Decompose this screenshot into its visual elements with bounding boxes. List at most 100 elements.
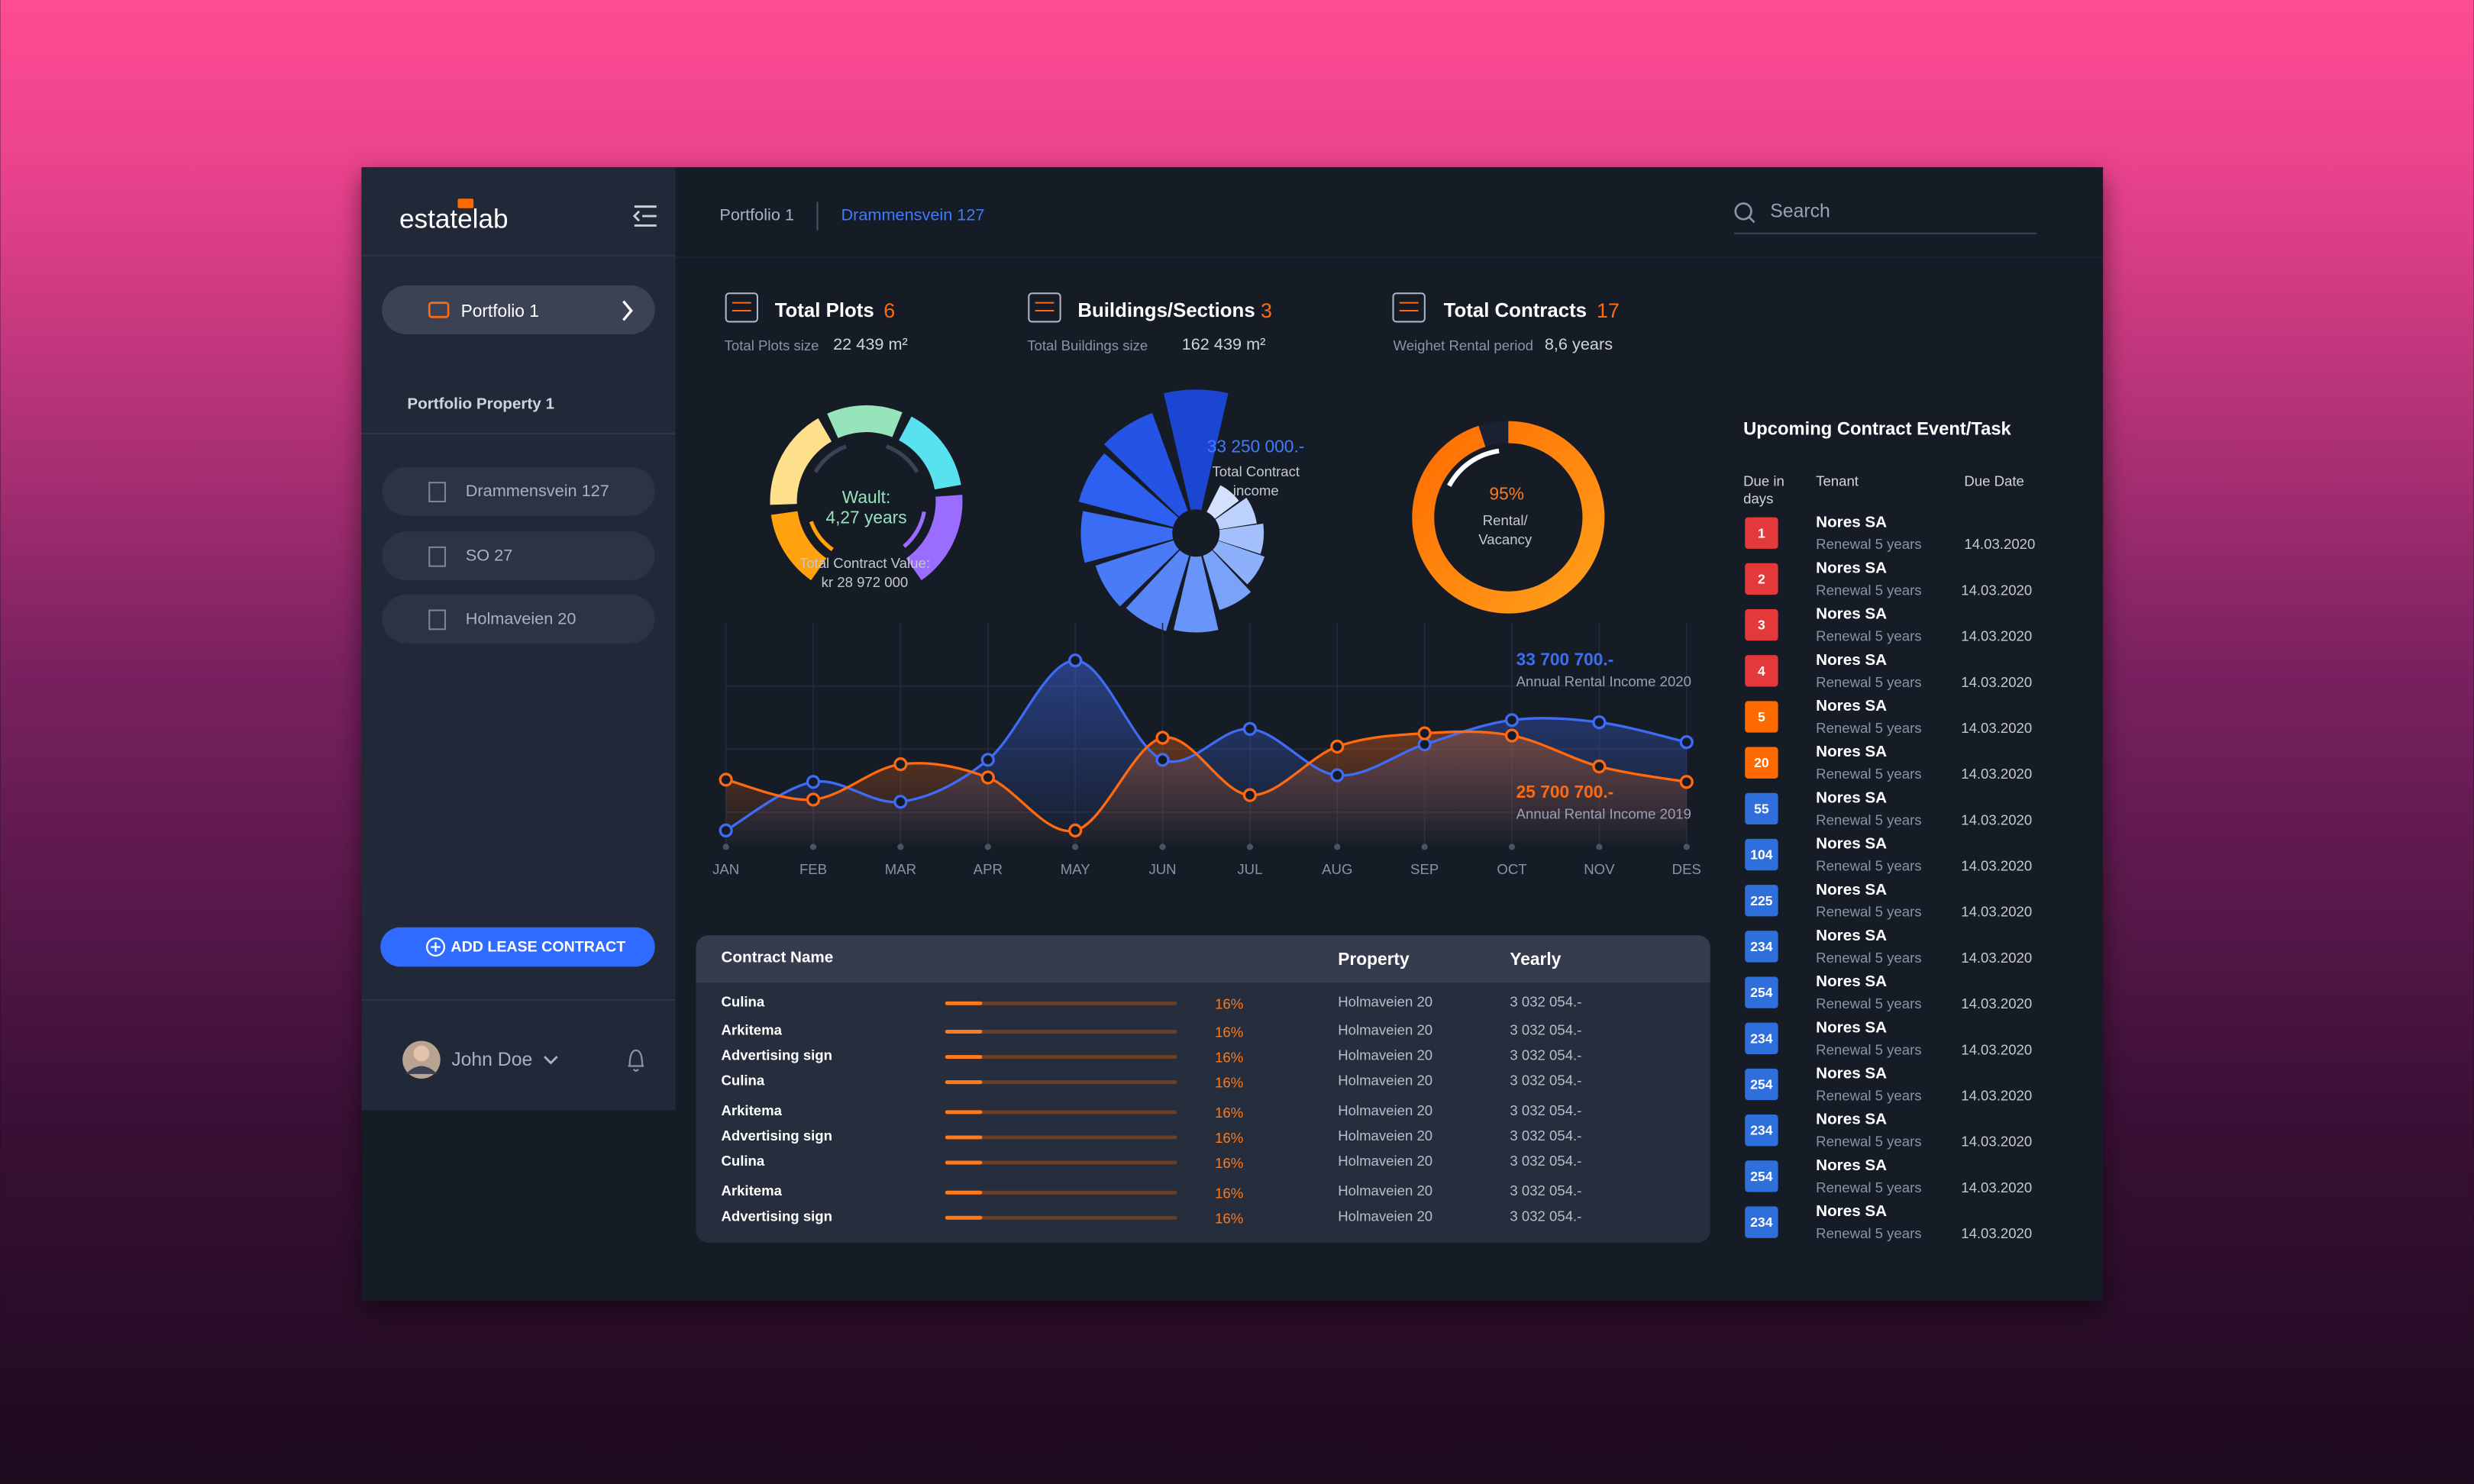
due-days: 254 <box>1750 985 1773 1000</box>
x-tick-label: MAY <box>1061 861 1090 877</box>
due-days: 20 <box>1754 755 1769 770</box>
event: Renewal 5 years <box>1816 858 1921 874</box>
share-label: 16% <box>1215 1075 1243 1091</box>
x-tick-label: JUL <box>1237 861 1262 877</box>
search-input: Search <box>1770 201 1830 221</box>
contract-property: Holmaveien 20 <box>1338 1022 1432 1038</box>
due-badge <box>1745 655 1778 687</box>
due-badge <box>1745 608 1778 641</box>
tenant: Nores SA <box>1816 1202 1887 1220</box>
point <box>1504 728 1520 743</box>
wault-caption: Total Contract Value: <box>799 555 930 571</box>
due-date: 14.03.2020 <box>1961 950 2032 966</box>
avatar-face <box>413 1045 430 1062</box>
breadcrumb-active: Drammensvein 127 <box>841 205 984 224</box>
share-bar <box>945 1080 983 1085</box>
due-days: 225 <box>1750 893 1773 908</box>
due-days: 234 <box>1750 939 1773 954</box>
due-badge <box>1745 1206 1778 1238</box>
stat-sub-value: 8,6 years <box>1545 334 1613 353</box>
series-total: 33 700 700.- <box>1516 650 1614 669</box>
table-header: Yearly <box>1510 949 1561 969</box>
x-tick-label: APR <box>974 861 1003 877</box>
tenant: Nores SA <box>1816 1065 1887 1082</box>
point <box>1068 653 1083 668</box>
share-track <box>945 1135 1177 1140</box>
property-pill[interactable] <box>382 531 655 581</box>
add-lease-button[interactable] <box>380 927 655 967</box>
menu-icon[interactable] <box>632 205 657 227</box>
property-pill[interactable] <box>382 594 655 644</box>
point <box>1330 768 1345 782</box>
table-header: Contract Name <box>721 948 833 966</box>
point <box>1330 739 1345 754</box>
add-button-label: ADD LEASE CONTRACT <box>451 939 625 956</box>
contract-name: Culina <box>721 993 764 1009</box>
income-bar <box>1163 389 1229 511</box>
tenant: Nores SA <box>1816 559 1887 576</box>
rental-label: Vacancy <box>1478 531 1533 547</box>
due-date: 14.03.2020 <box>1961 1179 2032 1195</box>
event: Renewal 5 years <box>1816 904 1921 920</box>
x-tick-label: JAN <box>712 861 739 877</box>
tenant: Nores SA <box>1816 513 1887 531</box>
stat-icon <box>732 302 751 312</box>
x-tick <box>722 844 729 850</box>
share-bar <box>945 1030 983 1034</box>
due-badge <box>1745 563 1778 595</box>
wault-inner-arc <box>813 444 848 473</box>
x-tick-label: FEB <box>799 861 827 877</box>
briefcase-icon <box>428 302 450 318</box>
share-bar <box>945 1110 983 1115</box>
due-badge <box>1745 701 1778 733</box>
stat-sub-label: Total Plots size <box>725 337 819 353</box>
x-tick <box>1159 844 1166 850</box>
x-tick <box>1596 844 1603 850</box>
event: Renewal 5 years <box>1816 995 1921 1011</box>
x-tick-label: AUG <box>1322 861 1352 877</box>
user-chevron[interactable] <box>544 1056 558 1065</box>
event: Renewal 5 years <box>1816 811 1921 827</box>
x-tick-label: DES <box>1672 861 1701 877</box>
property-name: Holmaveien 20 <box>466 608 577 627</box>
portfolio-button[interactable] <box>382 285 655 334</box>
due-date: 14.03.2020 <box>1961 1087 2032 1103</box>
contract-property: Holmaveien 20 <box>1338 1182 1432 1198</box>
event: Renewal 5 years <box>1816 1134 1921 1150</box>
event: Renewal 5 years <box>1816 536 1921 552</box>
plus-icon <box>431 942 441 952</box>
point <box>1242 788 1257 802</box>
bell-icon[interactable] <box>628 1049 644 1072</box>
point <box>806 775 821 789</box>
due-days: 234 <box>1750 1123 1773 1138</box>
share-label: 16% <box>1215 1130 1243 1146</box>
due-date: 14.03.2020 <box>1961 1041 2032 1057</box>
legend-label: Annual Rental Income 2019 <box>1516 805 1691 821</box>
income-bar <box>1203 550 1252 611</box>
contract-yearly: 3 032 054.- <box>1510 993 1581 1009</box>
income-bar <box>1126 550 1190 631</box>
stat-icon <box>725 292 759 323</box>
tenant: Nores SA <box>1816 881 1887 898</box>
stat-sub-value: 162 439 m² <box>1182 334 1266 353</box>
property-pill[interactable] <box>382 466 655 516</box>
event: Renewal 5 years <box>1816 1225 1921 1241</box>
due-days: 254 <box>1750 1169 1773 1184</box>
table-header <box>696 935 1710 983</box>
x-tick <box>1246 844 1254 850</box>
content: estatelab Portfolio 1 Portfolio Property 1… <box>399 201 2035 1241</box>
avatar-body <box>405 1066 438 1074</box>
event: Renewal 5 years <box>1816 1087 1921 1103</box>
wault-inner-arc <box>885 444 919 473</box>
point <box>1592 759 1607 774</box>
income-bar <box>1213 540 1265 585</box>
portfolio-label: Portfolio 1 <box>461 301 539 321</box>
contract-property: Holmaveien 20 <box>1338 1073 1432 1089</box>
income-bar <box>1215 498 1257 530</box>
tasks-title: Upcoming Contract Event/Task <box>1743 418 2011 439</box>
due-badge <box>1745 931 1778 963</box>
user-name: John Doe <box>451 1050 532 1070</box>
stat-title: Buildings/Sections <box>1077 300 1255 321</box>
due-days: 234 <box>1750 1215 1773 1230</box>
point <box>980 753 995 767</box>
